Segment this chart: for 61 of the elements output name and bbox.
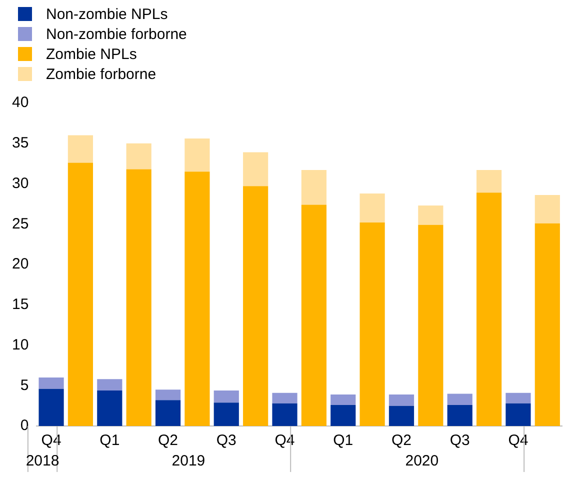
bar bbox=[214, 390, 239, 403]
bar bbox=[155, 400, 181, 426]
bar bbox=[38, 388, 64, 426]
text: 2019 bbox=[172, 452, 206, 470]
bar bbox=[506, 403, 531, 426]
bar bbox=[97, 390, 122, 426]
y-tick-label: 10 bbox=[12, 336, 29, 354]
legend-label: Non-zombie NPLs bbox=[46, 6, 168, 22]
bar bbox=[418, 206, 444, 225]
x-tick-label: Q3 bbox=[216, 432, 236, 450]
bar bbox=[534, 223, 560, 426]
legend-label: Zombie NPLs bbox=[46, 46, 137, 62]
bar bbox=[330, 394, 356, 406]
bar bbox=[447, 405, 472, 426]
bar bbox=[388, 394, 414, 406]
x-tick-label: Q4 bbox=[274, 432, 295, 450]
bar bbox=[388, 406, 414, 426]
bar bbox=[243, 152, 268, 186]
legend-label: Zombie forborne bbox=[46, 66, 156, 82]
bar bbox=[534, 195, 560, 224]
bar bbox=[126, 143, 152, 170]
y-tick-label: 25 bbox=[12, 215, 29, 232]
bar bbox=[272, 403, 298, 426]
x-tick-label: Q2 bbox=[391, 432, 412, 450]
bar bbox=[68, 162, 94, 426]
y-tick-label: 20 bbox=[12, 256, 29, 273]
bar bbox=[418, 224, 444, 426]
bar bbox=[476, 192, 502, 426]
x-tick-label: Q1 bbox=[100, 432, 120, 450]
bar bbox=[360, 222, 385, 426]
bar bbox=[360, 193, 385, 223]
bar bbox=[272, 392, 298, 404]
y-tick-label: 5 bbox=[20, 376, 29, 394]
bar bbox=[68, 135, 94, 163]
y-tick-label: 0 bbox=[20, 417, 29, 434]
bar bbox=[97, 379, 122, 390]
x-tick-label: Q2 bbox=[158, 432, 178, 450]
bar bbox=[243, 186, 268, 426]
bar bbox=[126, 169, 152, 426]
x-tick-label: Q4 bbox=[41, 432, 62, 450]
x-tick-label: Q1 bbox=[333, 432, 354, 450]
x-tick-label: Q3 bbox=[450, 432, 470, 450]
text: 2020 bbox=[405, 452, 439, 470]
y-tick-label: 30 bbox=[12, 174, 29, 192]
bar bbox=[301, 170, 326, 205]
x-tick-label: Q4 bbox=[508, 432, 528, 450]
legend-label: Non-zombie forborne bbox=[46, 26, 187, 42]
bar bbox=[506, 392, 531, 404]
bar bbox=[214, 402, 239, 426]
bar bbox=[184, 172, 210, 426]
bar bbox=[330, 405, 356, 426]
bar bbox=[476, 170, 502, 193]
y-tick-label: 15 bbox=[12, 296, 29, 314]
bar bbox=[301, 204, 326, 426]
bar bbox=[155, 390, 181, 400]
text: 2018 bbox=[26, 452, 60, 470]
bar bbox=[38, 378, 64, 389]
bar bbox=[184, 138, 210, 172]
y-tick-label: 35 bbox=[12, 134, 29, 152]
bar bbox=[447, 394, 472, 406]
y-tick-label: 40 bbox=[12, 94, 29, 112]
